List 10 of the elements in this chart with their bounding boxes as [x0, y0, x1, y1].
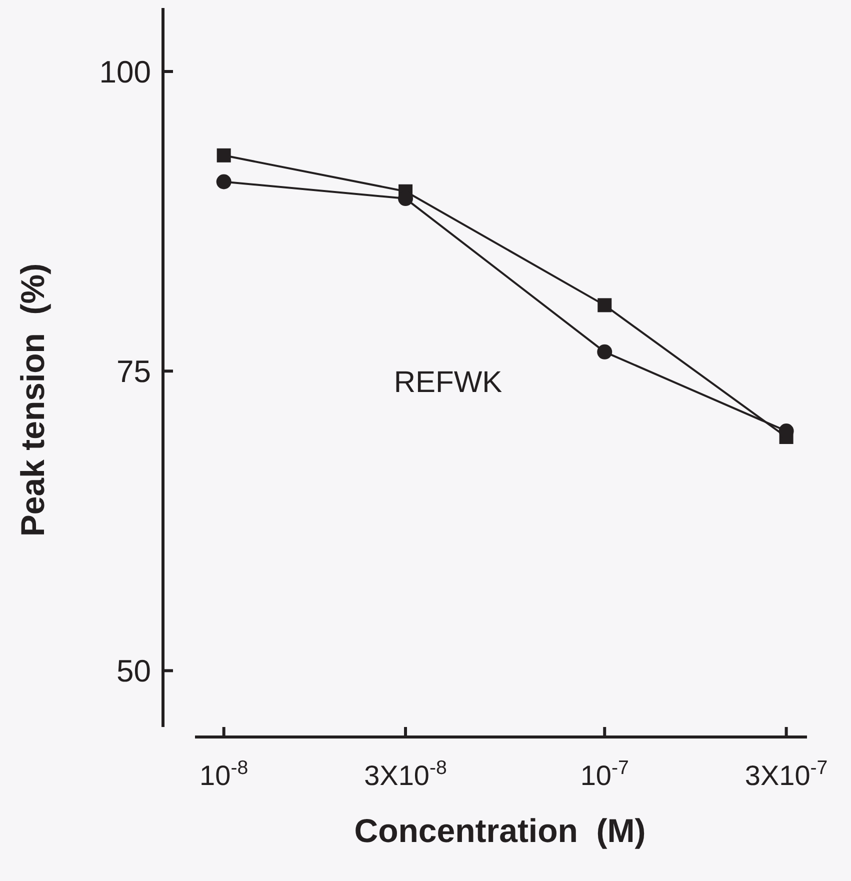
annotation: REFWK — [394, 366, 502, 399]
x-tick-label: 10$^{-8}$ — [200, 757, 248, 791]
x-axis-title: Concentration (M) — [354, 812, 646, 849]
y-axis-title: Peak tension (%) — [14, 263, 51, 537]
x-tick-label: 10$^{-7}$ — [580, 757, 629, 791]
x-tick-label: 3X10$^{-7}$ — [744, 757, 828, 791]
x-tick-label: 3X10$^{-8}$ — [364, 757, 448, 791]
y-tick-label: 50 — [116, 654, 151, 689]
y-tick-label: 75 — [116, 354, 151, 389]
y-tick-label: 100 — [99, 54, 151, 90]
